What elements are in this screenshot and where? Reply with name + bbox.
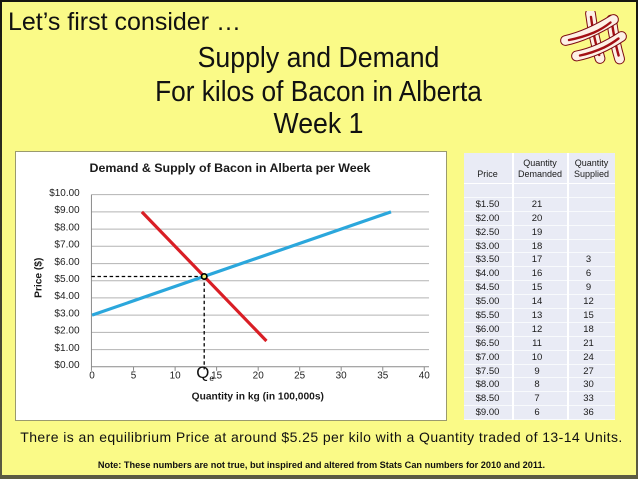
- svg-text:$3.00: $3.00: [54, 308, 80, 319]
- svg-text:$5.00: $5.00: [54, 274, 80, 285]
- svg-text:$9.00: $9.00: [54, 205, 80, 216]
- svg-text:$10.00: $10.00: [49, 188, 80, 199]
- svg-text:15: 15: [211, 370, 223, 381]
- svg-text:25: 25: [294, 370, 306, 381]
- svg-text:$4.00: $4.00: [54, 291, 80, 302]
- svg-text:Demand & Supply of Bacon in Al: Demand & Supply of Bacon in Alberta per …: [90, 161, 371, 175]
- svg-text:30: 30: [336, 370, 348, 381]
- svg-text:35: 35: [377, 370, 389, 381]
- svg-text:Quantity in kg (in 100,000s): Quantity in kg (in 100,000s): [192, 392, 324, 403]
- svg-text:$7.00: $7.00: [54, 239, 80, 250]
- svg-text:20: 20: [253, 370, 265, 381]
- svg-text:$6.00: $6.00: [54, 257, 80, 268]
- svg-text:40: 40: [419, 370, 431, 381]
- svg-text:$2.00: $2.00: [54, 326, 80, 337]
- svg-text:5: 5: [131, 370, 137, 381]
- svg-text:0: 0: [89, 370, 95, 381]
- svg-text:$0.00: $0.00: [54, 360, 80, 371]
- svg-text:Qe: Qe: [196, 363, 214, 383]
- svg-text:Price ($): Price ($): [33, 258, 44, 298]
- svg-text:$1.00: $1.00: [54, 343, 80, 354]
- svg-text:$8.00: $8.00: [54, 222, 80, 233]
- svg-text:10: 10: [170, 370, 182, 381]
